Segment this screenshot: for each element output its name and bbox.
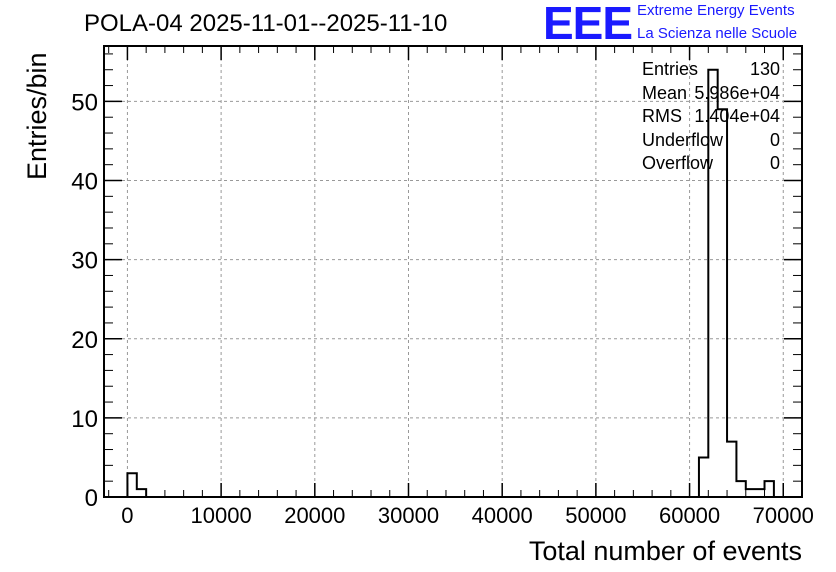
x-tick-label: 40000 (472, 503, 533, 528)
stat-value: 0 (769, 129, 780, 150)
x-axis-label: Total number of events (528, 536, 802, 566)
logo-subtitle-2: La Scienza nelle Scuole (637, 25, 798, 42)
y-tick-label: 50 (71, 89, 98, 116)
y-axis-label: Entries/bin (22, 52, 52, 180)
eee-logo: EEE (543, 0, 633, 49)
stat-row-overflow: Overflow 0 (642, 152, 780, 176)
y-tick-label: 10 (71, 406, 98, 433)
logo-subtitle-1: Extreme Energy Events (637, 2, 795, 19)
x-tick-label: 60000 (659, 503, 720, 528)
x-tick-label: 0 (121, 503, 133, 528)
stat-name: Entries (642, 59, 699, 79)
stat-row-entries: Entries 130 (642, 58, 780, 82)
stat-value: 5.986e+04 (694, 82, 780, 103)
y-tick-label: 0 (85, 485, 98, 512)
stat-name: Mean (642, 82, 688, 103)
stat-row-mean: Mean 5.986e+04 (642, 82, 780, 106)
stat-name: RMS (642, 106, 682, 126)
histogram-outline (126, 68, 784, 498)
stat-name: Overflow (642, 153, 714, 173)
grid-lines (104, 46, 802, 497)
y-tick-label: 40 (71, 169, 98, 196)
x-tick-label: 50000 (565, 503, 626, 528)
stat-value: 1.404e+04 (694, 106, 780, 126)
chart-title: POLA-04 2025-11-01--2025-11-10 (84, 10, 448, 37)
x-tick-label: 70000 (753, 503, 814, 528)
axis-ticks (104, 46, 803, 498)
stats-box: Entries 130 Mean 5.986e+04 RMS 1.404e+04… (642, 58, 780, 176)
stat-value: 0 (769, 153, 780, 173)
y-tick-label: 20 (71, 327, 98, 354)
stat-row-underflow: Underflow 0 (642, 129, 780, 153)
stat-row-rms: RMS 1.404e+04 (642, 105, 780, 129)
stat-value: 130 (749, 59, 780, 79)
stat-name: Underflow (642, 129, 724, 150)
tick-labels: 0 10000 20000 30000 40000 50000 60000 70000 0 10 2… (71, 89, 814, 528)
plot-frame (103, 45, 803, 498)
x-tick-label: 30000 (378, 503, 439, 528)
y-tick-label: 30 (71, 248, 98, 275)
x-tick-label: 20000 (284, 503, 345, 528)
x-tick-label: 10000 (191, 503, 252, 528)
